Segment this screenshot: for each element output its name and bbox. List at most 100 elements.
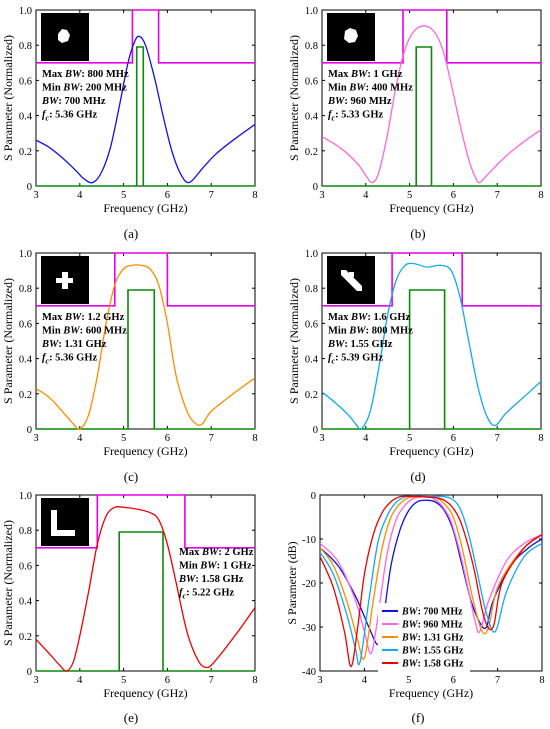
- annotation-text: Max BW: 800 MHz: [42, 69, 129, 80]
- x-tick-label: 7: [209, 433, 214, 444]
- annotation-value: : 5.22 GHz: [186, 588, 234, 599]
- annotation-value: : 600 MHz: [80, 326, 128, 337]
- annotation-value: : 400 MHz: [366, 83, 414, 94]
- target-line: [322, 46, 541, 187]
- legend-symbol: BW: [401, 620, 419, 631]
- annotation-symbol: f: [328, 353, 333, 364]
- annotation-symbol: BW: [41, 96, 59, 107]
- annotation-value: : 1.55 GHz: [344, 339, 392, 350]
- y-tick-label: 1.0: [19, 249, 32, 260]
- x-axis-label: Frequency (GHz): [389, 686, 473, 700]
- y-tick-label: 0.4: [19, 112, 33, 123]
- db-response-line: [320, 499, 542, 646]
- x-axis-label: Frequency (GHz): [103, 201, 187, 215]
- annotation-value: : 5.39 GHz: [335, 353, 383, 364]
- annotation-value: : 1.31 GHz: [58, 339, 106, 350]
- legend-value: : 700 MHz: [418, 607, 464, 618]
- x-tick-label: 8: [252, 675, 257, 686]
- response-line: [36, 264, 255, 430]
- y-tick-label: 0.6: [305, 76, 318, 87]
- annotation-symbol: BW: [327, 96, 345, 107]
- y-tick-label: 0.2: [19, 147, 32, 158]
- db-response-line: [320, 495, 542, 668]
- y-axis-label: S Parameter (Normalized): [287, 35, 301, 161]
- mask-line: [322, 252, 541, 307]
- y-tick-label: -10: [302, 535, 316, 546]
- y-axis-label: S Parameter (dB): [285, 541, 299, 624]
- chart-panel: 3 4 5 6 7 8 0 0.2 0.4 0.6 0.8 1.0 Frequency (GHz) S P…: [287, 6, 544, 241]
- annotation-symbol: BW: [62, 83, 80, 94]
- inset-pattern: [349, 272, 354, 277]
- y-tick-label: 0.6: [305, 319, 318, 330]
- y-tick-label: 0.2: [305, 390, 318, 401]
- annotation-text: fc: 5.33 GHz: [328, 110, 384, 123]
- annotation-symbol: BW: [199, 561, 217, 572]
- y-tick-label: 0.8: [305, 284, 318, 295]
- y-tick-label: 0.4: [305, 355, 319, 366]
- chart-panel: 3 4 5 6 7 8 0 0.2 0.4 0.6 0.8 1.0 Frequency (GHz) S P…: [1, 6, 258, 241]
- y-tick-label: 0: [311, 491, 316, 502]
- annotation-symbol: BW: [64, 69, 82, 80]
- x-tick-label: 7: [209, 190, 214, 201]
- x-tick-label: 8: [538, 190, 543, 201]
- x-tick-label: 5: [121, 433, 126, 444]
- x-tick-label: 5: [406, 675, 411, 686]
- x-tick-label: 3: [319, 433, 324, 444]
- legend-label: BW: 1.31 GHz: [401, 633, 464, 644]
- x-axis-label: Frequency (GHz): [389, 201, 473, 215]
- inset-background: [41, 498, 89, 546]
- mask-line: [36, 494, 255, 549]
- annotation-prefix: Min: [42, 83, 63, 94]
- legend-label: BW: 960 MHz: [401, 620, 463, 631]
- annotation-value: : 800 MHz: [81, 69, 129, 80]
- legend-symbol: BW: [401, 607, 419, 618]
- y-tick-label: 1.0: [19, 6, 32, 17]
- annotation-prefix: Max: [179, 547, 202, 558]
- annotation-prefix: Max: [328, 312, 351, 323]
- annotation-text: fc: 5.36 GHz: [42, 110, 98, 123]
- response-line: [322, 262, 541, 430]
- annotation-symbol: BW: [201, 547, 219, 558]
- y-tick-label: 1.0: [19, 491, 32, 502]
- y-tick-label: 0.8: [305, 41, 318, 52]
- annotation-symbol: BW: [41, 339, 59, 350]
- annotation-prefix: Min: [42, 326, 63, 337]
- y-tick-label: 0: [27, 667, 32, 678]
- x-tick-label: 8: [538, 433, 543, 444]
- annotation-text: Max BW: 2 GHz: [179, 547, 254, 558]
- annotation-value: : 1.6 GHz: [367, 312, 410, 323]
- x-tick-label: 7: [209, 675, 214, 686]
- annotation-text: BW: 960 MHz: [327, 96, 392, 107]
- panel-label: (e): [124, 710, 138, 725]
- y-tick-label: 0.2: [19, 632, 32, 643]
- annotation-text: BW: 1.55 GHz: [327, 339, 393, 350]
- y-tick-label: 1.0: [305, 6, 318, 17]
- y-tick-label: 0.8: [19, 526, 32, 537]
- y-tick-label: 0.8: [19, 284, 32, 295]
- annotation-value: : 800 MHz: [366, 326, 414, 337]
- annotation-value: : 200 MHz: [80, 83, 128, 94]
- annotation-text: Min BW: 200 MHz: [42, 83, 127, 94]
- annotation-symbol: BW: [327, 339, 345, 350]
- annotation-text: Max BW: 1 GHz: [328, 69, 403, 80]
- annotation-symbol: f: [42, 353, 47, 364]
- legend-value: : 1.55 GHz: [418, 646, 464, 657]
- annotation-value: : 2 GHz: [218, 547, 253, 558]
- x-tick-label: 5: [121, 190, 126, 201]
- annotation-text: BW: 1.58 GHz: [178, 574, 244, 585]
- x-tick-label: 4: [77, 675, 83, 686]
- annotation-symbol: BW: [350, 69, 368, 80]
- panel-label: (a): [124, 226, 138, 241]
- annotation-text: Min BW: 800 MHz: [328, 326, 413, 337]
- legend-value: : 960 MHz: [418, 620, 464, 631]
- annotation-subscript: c: [46, 357, 50, 366]
- inset-pattern: [51, 530, 75, 536]
- x-tick-label: 6: [165, 190, 170, 201]
- legend-value: : 1.31 GHz: [418, 633, 464, 644]
- response-line: [36, 35, 255, 184]
- legend-symbol: BW: [401, 659, 419, 670]
- annotation-value: : 960 MHz: [344, 96, 392, 107]
- y-tick-label: 0: [27, 182, 32, 193]
- x-tick-label: 4: [362, 675, 368, 686]
- inset-pattern: [56, 272, 73, 289]
